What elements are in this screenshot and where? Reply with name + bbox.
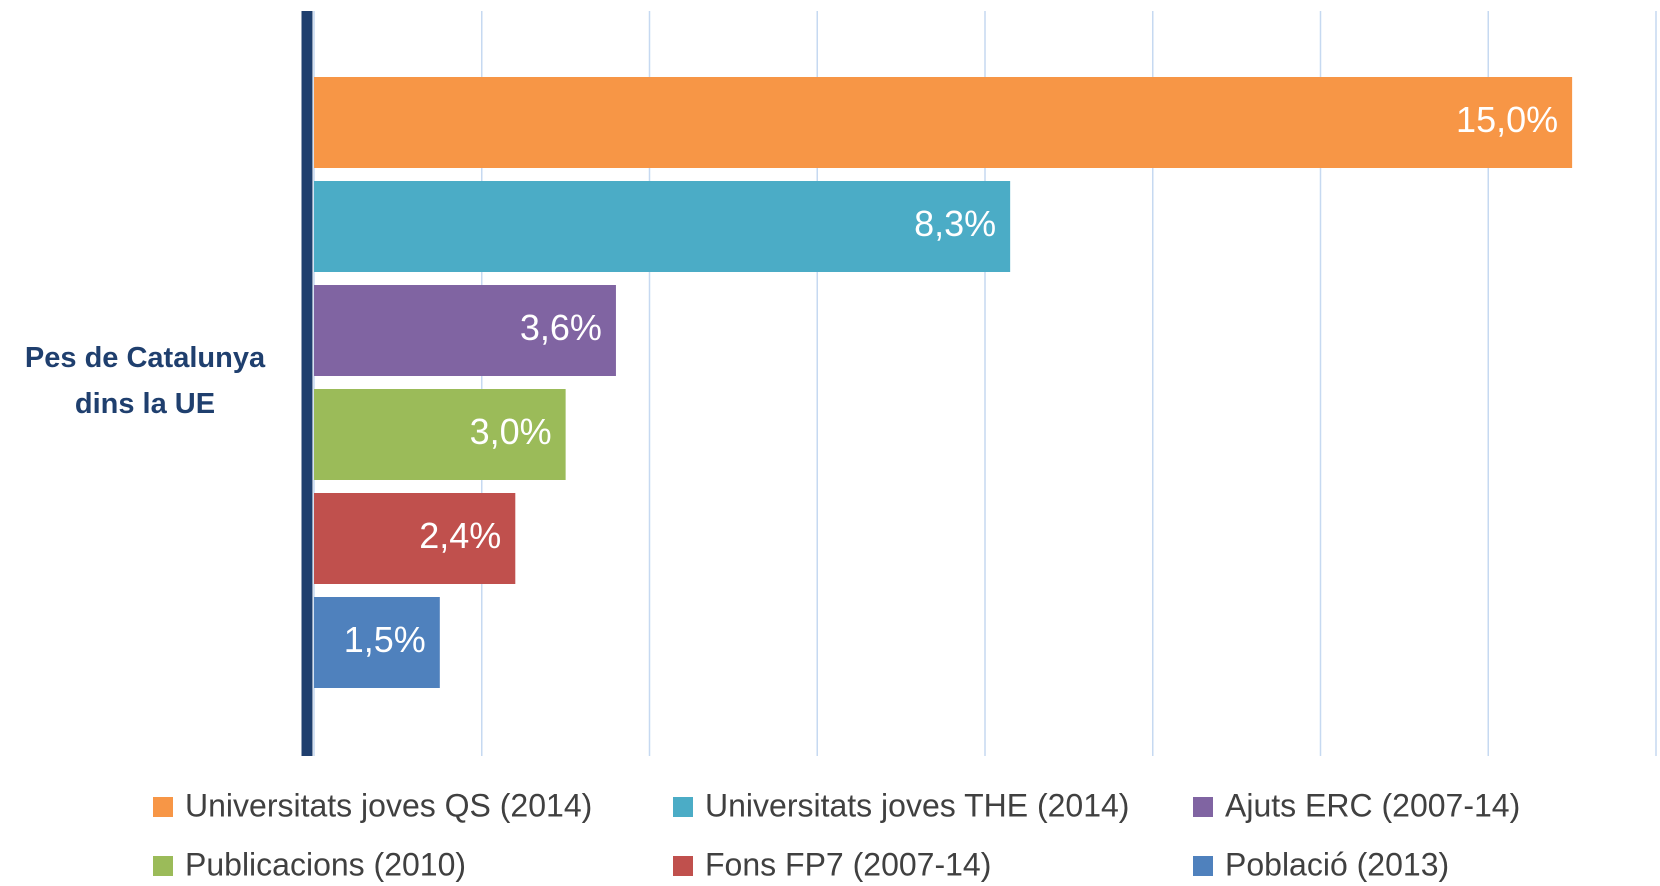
bar <box>314 493 516 584</box>
legend-label: Població (2013) <box>1225 846 1449 882</box>
legend-label: Universitats joves THE (2014) <box>705 787 1129 823</box>
bar <box>314 389 566 480</box>
legend-swatch <box>673 797 693 817</box>
bar <box>314 77 1573 168</box>
legend-swatch <box>1193 856 1213 876</box>
value-label: 2,4% <box>419 515 501 556</box>
legend-swatch <box>1193 797 1213 817</box>
legend-swatch <box>153 797 173 817</box>
bar <box>314 285 616 376</box>
bar <box>314 181 1011 272</box>
legend-swatch <box>153 856 173 876</box>
value-label: 3,0% <box>470 411 552 452</box>
value-label: 1,5% <box>344 619 426 660</box>
value-label: 15,0% <box>1456 99 1558 140</box>
legend-swatch <box>673 856 693 876</box>
value-label: 8,3% <box>914 203 996 244</box>
legend-label: Publicacions (2010) <box>185 846 466 882</box>
legend-label: Ajuts ERC (2007-14) <box>1225 787 1520 823</box>
legend-label: Fons FP7 (2007-14) <box>705 846 991 882</box>
bar <box>314 597 440 688</box>
value-label: 3,6% <box>520 307 602 348</box>
category-label: Pes de Catalunya dins la UE <box>24 342 266 420</box>
legend-label: Universitats joves QS (2014) <box>185 787 592 823</box>
